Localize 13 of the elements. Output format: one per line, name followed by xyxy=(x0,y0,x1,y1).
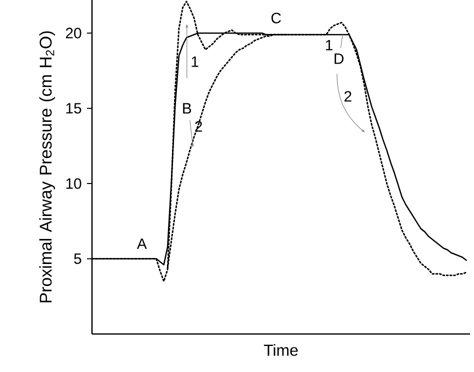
annotation: 2 xyxy=(344,91,352,102)
annotation: A xyxy=(136,238,147,249)
x-axis-title: Time xyxy=(264,344,298,356)
annotation: B xyxy=(183,103,192,114)
y-tick-label: 5 xyxy=(74,254,82,264)
annotation: 1 xyxy=(326,40,332,50)
annotation: 1 xyxy=(192,56,198,67)
annotation: D xyxy=(334,54,344,64)
y-tick-label: 15 xyxy=(66,103,82,114)
y-axis-title: Proximal Airway Pressure (cm H$_{2}$O) xyxy=(39,31,56,302)
y-tick-label: 10 xyxy=(66,178,82,189)
y-tick-label: 20 xyxy=(66,28,82,38)
annotation: C xyxy=(271,12,281,24)
